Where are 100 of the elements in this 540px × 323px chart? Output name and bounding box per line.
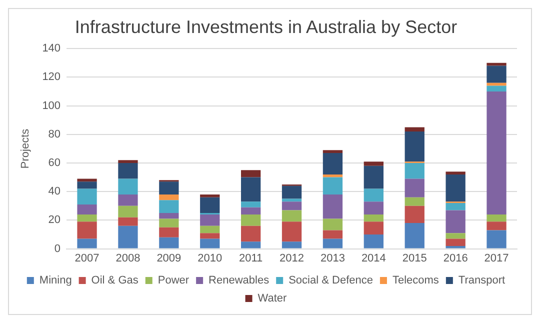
bar <box>486 222 506 230</box>
bar <box>364 214 384 222</box>
bar <box>486 230 506 248</box>
bar <box>282 210 302 222</box>
bar <box>118 194 138 206</box>
bar <box>364 202 384 214</box>
bar <box>446 246 466 248</box>
bar <box>364 166 384 189</box>
x-tick-label: 2011 <box>239 252 263 264</box>
x-tick-label: 2012 <box>280 252 304 264</box>
y-tick-label: 20 <box>48 214 61 226</box>
bar <box>486 66 506 83</box>
bar <box>77 238 97 248</box>
bar <box>118 163 138 179</box>
bar <box>241 177 261 202</box>
y-tick-label: 100 <box>42 100 61 112</box>
bar <box>241 202 261 208</box>
bar <box>118 160 138 163</box>
bar <box>159 200 179 214</box>
bar <box>118 206 138 218</box>
bar <box>200 238 220 248</box>
x-tick-label: 2013 <box>320 252 345 264</box>
bar <box>322 238 343 248</box>
bar <box>404 132 424 162</box>
bar <box>118 178 138 194</box>
bar <box>77 178 97 182</box>
bar <box>446 203 466 210</box>
bar <box>200 226 220 234</box>
bar <box>364 234 384 248</box>
bar <box>77 188 97 204</box>
y-tick-label: 80 <box>48 128 61 140</box>
bar <box>322 174 343 178</box>
legend-label: Telecoms <box>392 274 440 287</box>
bar <box>77 222 97 239</box>
bar <box>159 227 179 238</box>
y-tick-label: 40 <box>48 186 61 198</box>
bar <box>159 213 179 219</box>
y-axis-title: Projects <box>20 128 32 169</box>
bar <box>322 152 343 174</box>
legend-label: Social & Defence <box>288 274 373 287</box>
x-tick-label: 2017 <box>484 252 509 264</box>
legend-label: Renewables <box>208 274 270 287</box>
chart-title: Infrastructure Investments in Australia by Sector <box>74 16 458 37</box>
bar <box>118 217 138 226</box>
bar <box>159 182 179 194</box>
x-tick-label: 2014 <box>361 252 386 264</box>
bar <box>364 222 384 234</box>
bar <box>486 214 506 222</box>
bar <box>159 237 179 248</box>
x-tick-label: 2008 <box>116 252 140 264</box>
bar <box>322 150 343 153</box>
bar <box>200 214 220 226</box>
bar <box>486 86 506 92</box>
bar <box>446 210 466 234</box>
bar <box>77 204 97 214</box>
bar <box>159 194 179 200</box>
bar <box>200 197 220 214</box>
y-tick-label: 60 <box>48 157 61 170</box>
bar <box>241 170 261 178</box>
bar <box>241 242 261 248</box>
bar <box>118 226 138 248</box>
bar <box>404 178 424 198</box>
bar <box>241 226 261 242</box>
bar <box>282 222 302 242</box>
x-tick-label: 2010 <box>198 252 222 264</box>
bar <box>364 162 384 166</box>
bar <box>446 238 466 246</box>
x-tick-label: 2016 <box>443 252 468 264</box>
x-tick-label: 2009 <box>156 252 182 264</box>
y-tick-label: 120 <box>42 71 61 84</box>
bar <box>486 82 506 86</box>
legend-label: Power <box>158 274 190 287</box>
x-tick-label: 2015 <box>402 252 427 264</box>
bar <box>486 92 506 214</box>
bar <box>322 194 343 219</box>
bar <box>446 174 466 202</box>
bar <box>77 182 97 189</box>
bar <box>322 230 343 239</box>
bar <box>200 194 220 198</box>
bar <box>404 197 424 206</box>
bar <box>282 202 302 210</box>
bar <box>282 186 302 199</box>
legend-label: Water <box>258 292 288 305</box>
bar <box>404 223 424 248</box>
bar <box>322 218 343 230</box>
bar <box>364 188 384 202</box>
bar <box>404 163 424 179</box>
y-tick-label: 140 <box>42 42 61 55</box>
bar <box>404 206 424 224</box>
bar <box>282 242 302 248</box>
bar <box>486 62 506 66</box>
x-tick-label: 2007 <box>74 252 100 264</box>
legend-label: Oil & Gas <box>91 274 139 287</box>
bar <box>446 233 466 239</box>
bar <box>241 214 261 226</box>
bar <box>446 172 466 174</box>
bar <box>77 214 97 222</box>
legend-label: Mining <box>39 274 72 287</box>
bar <box>200 233 220 239</box>
y-tick-label: 0 <box>54 242 61 255</box>
